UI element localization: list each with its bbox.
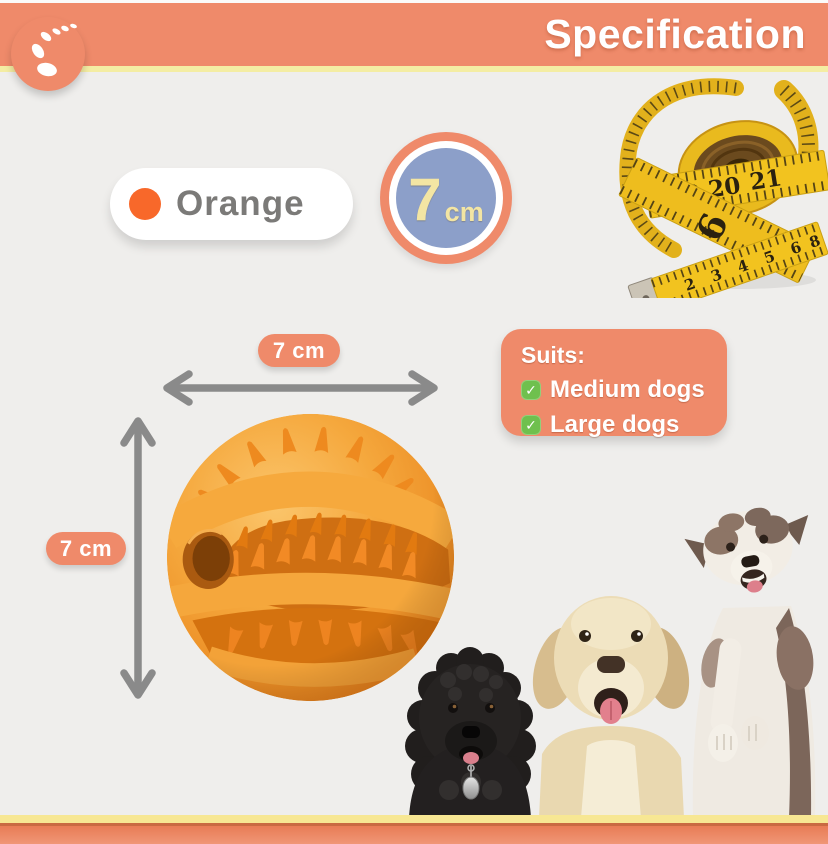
height-arrow-icon [120, 417, 156, 699]
size-unit: cm [444, 197, 484, 227]
dot-trail-logo-icon [11, 17, 85, 91]
logo-dot [39, 30, 53, 43]
color-label: Orange [176, 184, 305, 223]
tape-number: 21 [748, 164, 784, 196]
dogs-photo [405, 507, 816, 818]
check-icon: ✓ [521, 415, 541, 435]
ball-hole [182, 528, 234, 589]
bottom-edge-line [0, 823, 828, 826]
page-title: Specification [544, 11, 806, 57]
black-curly-dog [405, 647, 536, 818]
labrador [532, 596, 690, 818]
tape-measure-photo: 19 20 21 9 5 2 3 4 5 6 8 [618, 78, 828, 298]
bottom-bar [0, 826, 828, 844]
bottom-accent-line [0, 815, 828, 823]
suits-item-label: Large dogs [550, 411, 680, 438]
tape-strand-left [619, 78, 744, 258]
header-accent-line [0, 66, 828, 72]
logo-dot [29, 41, 47, 61]
width-arrow-icon [163, 370, 438, 406]
border-collie [684, 507, 816, 818]
suits-row-medium: ✓ Medium dogs [521, 376, 710, 404]
logo-dot [35, 61, 59, 78]
suits-row-large: ✓ Large dogs [521, 411, 710, 439]
chew-ball-photo [166, 413, 455, 702]
suits-item-label: Medium dogs [550, 376, 705, 403]
width-measure-pill: 7 cm [258, 334, 340, 367]
height-measure-pill: 7 cm [46, 532, 126, 565]
top-strip [0, 0, 828, 3]
header-bar: Specification [0, 3, 828, 66]
size-value: 7 [408, 166, 442, 233]
suits-panel: Suits: ✓ Medium dogs ✓ Large dogs [501, 329, 727, 439]
orange-color-swatch [129, 188, 161, 220]
size-badge: 7 cm [380, 132, 512, 264]
suits-title: Suits: [521, 342, 585, 368]
size-badge-core: 7 cm [396, 148, 496, 248]
logo-dot [60, 24, 70, 33]
check-icon: ✓ [521, 380, 541, 400]
tape-band-bottom: 2 3 4 5 6 8 [627, 221, 828, 298]
color-spec-pill: Orange [110, 168, 353, 240]
